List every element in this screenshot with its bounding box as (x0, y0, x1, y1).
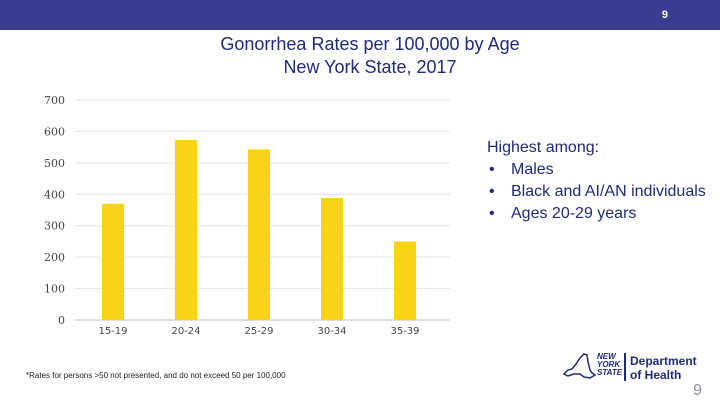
bar (321, 198, 343, 320)
y-tick-label: 300 (44, 220, 65, 233)
page-number: 9 (693, 382, 702, 399)
highlights-heading: Highest among: (487, 139, 600, 156)
y-tick-label: 400 (44, 188, 65, 201)
header-bar: 9 (0, 0, 720, 30)
x-tick-label: 15-19 (98, 326, 127, 337)
x-tick-label: 20-24 (171, 326, 200, 337)
logo-divider (624, 353, 626, 381)
slide-number: 9 (661, 9, 668, 21)
y-tick-label: 0 (58, 314, 65, 327)
nys-line: NEW (597, 352, 616, 361)
doh-line: of Health (630, 368, 682, 382)
new-york-state-icon (562, 353, 596, 379)
bar (102, 203, 124, 320)
doh-line: Department (630, 354, 697, 368)
bar (394, 241, 416, 320)
x-tick-label: 30-34 (317, 326, 346, 337)
bar (248, 149, 270, 320)
bar (175, 139, 197, 320)
chart-title-line2: New York State, 2017 (283, 57, 457, 77)
nys-wordmark: NEW YORK STATE (597, 353, 622, 377)
y-tick-label: 600 (44, 125, 65, 138)
bar-chart: 0 100 200 300 400 500 600 700 15-19 20-24 25-29 30-… (44, 94, 450, 337)
nys-line: YORK (597, 360, 621, 369)
doh-wordmark: Department of Health (630, 354, 697, 382)
nys-doh-logo: NEW YORK STATE Department of Health (562, 350, 697, 386)
y-tick-label: 500 (44, 157, 65, 170)
chart-title: Gonorrhea Rates per 100,000 by Age New Y… (100, 33, 640, 79)
nys-line: STATE (597, 368, 623, 377)
y-tick-label: 100 (44, 283, 65, 296)
x-tick-label: 25-29 (244, 326, 273, 337)
highlight-item: Males (487, 159, 707, 181)
x-tick-label: 35-39 (390, 326, 419, 337)
footnote: *Rates for persons >50 not presented, an… (26, 371, 286, 380)
highlights-list: Males Black and AI/AN individuals Ages 2… (487, 159, 707, 225)
highlight-item: Black and AI/AN individuals (487, 181, 707, 203)
y-tick-label: 200 (44, 251, 65, 264)
y-tick-label: 700 (44, 94, 65, 107)
highlight-item: Ages 20-29 years (487, 203, 707, 225)
chart-title-line1: Gonorrhea Rates per 100,000 by Age (220, 34, 520, 54)
highlights-box: Highest among: Males Black and AI/AN ind… (487, 137, 707, 225)
